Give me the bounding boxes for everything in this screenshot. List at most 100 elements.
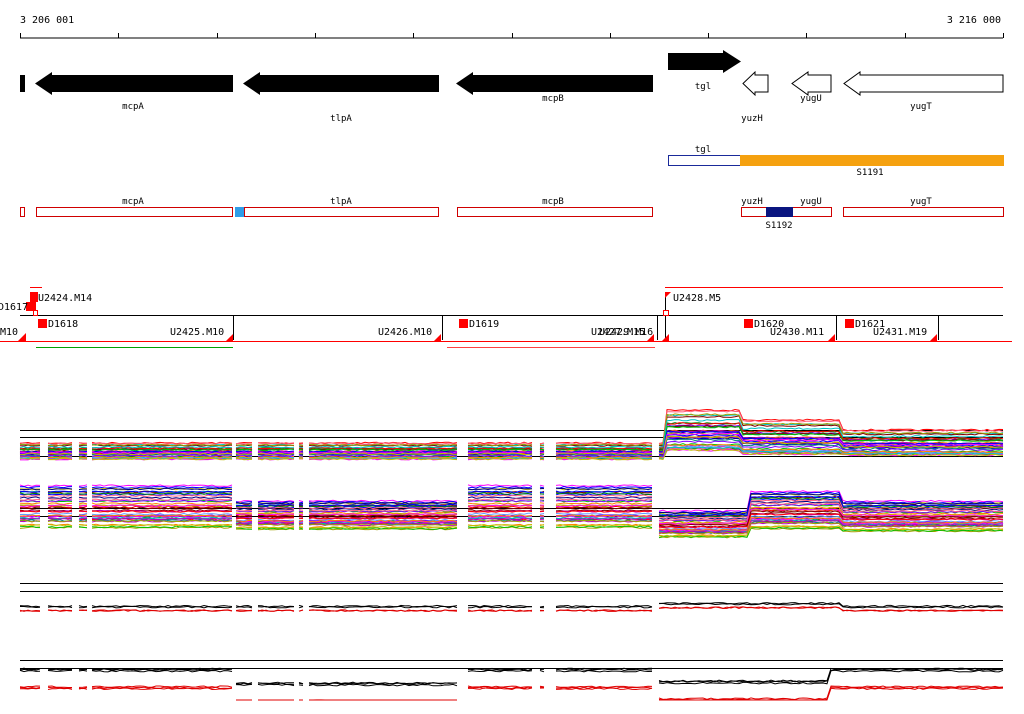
gene-arrow-mcpB[interactable]: [456, 72, 653, 95]
profile-trace: [658, 422, 1004, 449]
profile-trace: [91, 490, 233, 493]
profile-trace: [308, 499, 458, 503]
profile-trace: [235, 609, 253, 612]
profile-trace: [659, 425, 1004, 451]
feature-box-stub[interactable]: [20, 207, 25, 217]
feature-labels: mcpA tlpA mcpB yuzH yugU yugT S1192: [122, 197, 932, 231]
profile-trace: [47, 510, 73, 513]
profile-trace: [658, 440, 1004, 458]
transcript-box-tgl[interactable]: [668, 155, 741, 166]
profile-trace: [555, 504, 653, 508]
profile-trace: [47, 490, 73, 493]
gene-arrow-tlpA[interactable]: [243, 72, 439, 95]
profile-trace: [468, 506, 532, 510]
feature-box-mcpA[interactable]: [36, 207, 233, 217]
profile-trace: [19, 455, 41, 458]
feature-box-mcpB[interactable]: [457, 207, 653, 217]
probe-label-U2425: U2425.M10: [170, 327, 224, 338]
profile-trace: [19, 487, 40, 491]
profile-trace: [235, 501, 252, 504]
gene-arrow-tgl[interactable]: [668, 50, 741, 73]
profile-trace: [308, 447, 457, 450]
profile-trace: [539, 514, 545, 517]
profile-trace: [19, 486, 41, 489]
profile-trace: [257, 520, 295, 523]
profile-trace: [467, 504, 533, 507]
profile-trace: [78, 454, 88, 457]
profile-trace: [78, 509, 88, 512]
profile-trace: [539, 484, 545, 487]
profile-trace: [91, 443, 232, 447]
profile-trace: [47, 667, 73, 671]
profile-trace: [91, 668, 233, 672]
profile-trace: [257, 510, 295, 513]
gene-arrow-yuzH[interactable]: [742, 70, 769, 97]
profile-trace: [308, 445, 458, 449]
profile-trace: [19, 605, 41, 608]
profile-trace: [658, 506, 1004, 524]
profile-trace: [235, 502, 253, 505]
profile-trace: [47, 687, 73, 690]
profile-trace: [235, 447, 253, 450]
profile-trace: [555, 498, 653, 501]
profile-trace: [555, 609, 653, 612]
profile-trace: [91, 605, 233, 609]
profile-trace: [78, 686, 88, 688]
gene-arrow-yugU[interactable]: [791, 71, 832, 96]
profile-trace: [658, 413, 1003, 446]
profile-trace: [47, 496, 73, 499]
profile-trace: [257, 523, 295, 526]
profile-trace: [19, 495, 41, 497]
segment-S1191[interactable]: [740, 155, 1004, 166]
profile-trace: [308, 457, 458, 461]
profile-trace: [658, 525, 1004, 537]
profile-trace: [47, 442, 73, 445]
gene-label-yugT: yugT: [910, 102, 932, 112]
profile-trace: [555, 687, 653, 691]
profile-trace: [467, 526, 533, 529]
profile-trace: [308, 523, 458, 527]
gene-label-mcpB: mcpB: [542, 94, 564, 104]
profile-trace: [467, 452, 533, 455]
feature-box-yugT[interactable]: [843, 207, 1004, 217]
profile-trace: [19, 669, 41, 673]
profile-trace: [78, 512, 88, 516]
profile-trace: [555, 686, 653, 690]
profile-trace: [467, 453, 533, 457]
profile-trace: [555, 454, 653, 457]
profile-trace: [556, 485, 653, 489]
profile-trace: [308, 609, 458, 612]
profile-trace: [235, 513, 253, 516]
ruler-end-label: 3 216 000: [947, 15, 1001, 26]
segment-S1192[interactable]: [766, 207, 793, 217]
profile-trace: [257, 451, 295, 454]
ruler-start-label: 3 206 001: [20, 15, 74, 26]
profile-trace: [78, 447, 88, 450]
profile-trace: [19, 492, 41, 495]
feature-marker-blue[interactable]: [235, 207, 244, 217]
feature-box-tlpA[interactable]: [244, 207, 439, 217]
profile-trace: [47, 493, 73, 496]
profile-trace: [257, 683, 295, 687]
profile-trace: [235, 448, 253, 452]
profile-trace: [47, 515, 72, 518]
profile-trace: [555, 667, 653, 671]
profile-trace: [467, 502, 533, 505]
profile-trace: [298, 504, 304, 506]
profile-trace: [257, 527, 295, 530]
profile-trace: [539, 448, 545, 451]
profile-trace: [47, 512, 72, 515]
profile-trace: [467, 455, 533, 459]
profile-trace: [235, 455, 253, 459]
gene-stub-left[interactable]: [20, 75, 25, 92]
profile-trace: [257, 457, 295, 461]
profile-trace: [235, 514, 253, 518]
profile-trace: [308, 452, 458, 456]
profile-trace: [235, 523, 253, 527]
profile-trace: [658, 448, 1004, 460]
gene-arrow-mcpA[interactable]: [35, 72, 233, 95]
profile-trace: [48, 484, 73, 487]
profile-trace: [467, 519, 533, 523]
gene-arrow-yugT[interactable]: [843, 71, 1004, 96]
